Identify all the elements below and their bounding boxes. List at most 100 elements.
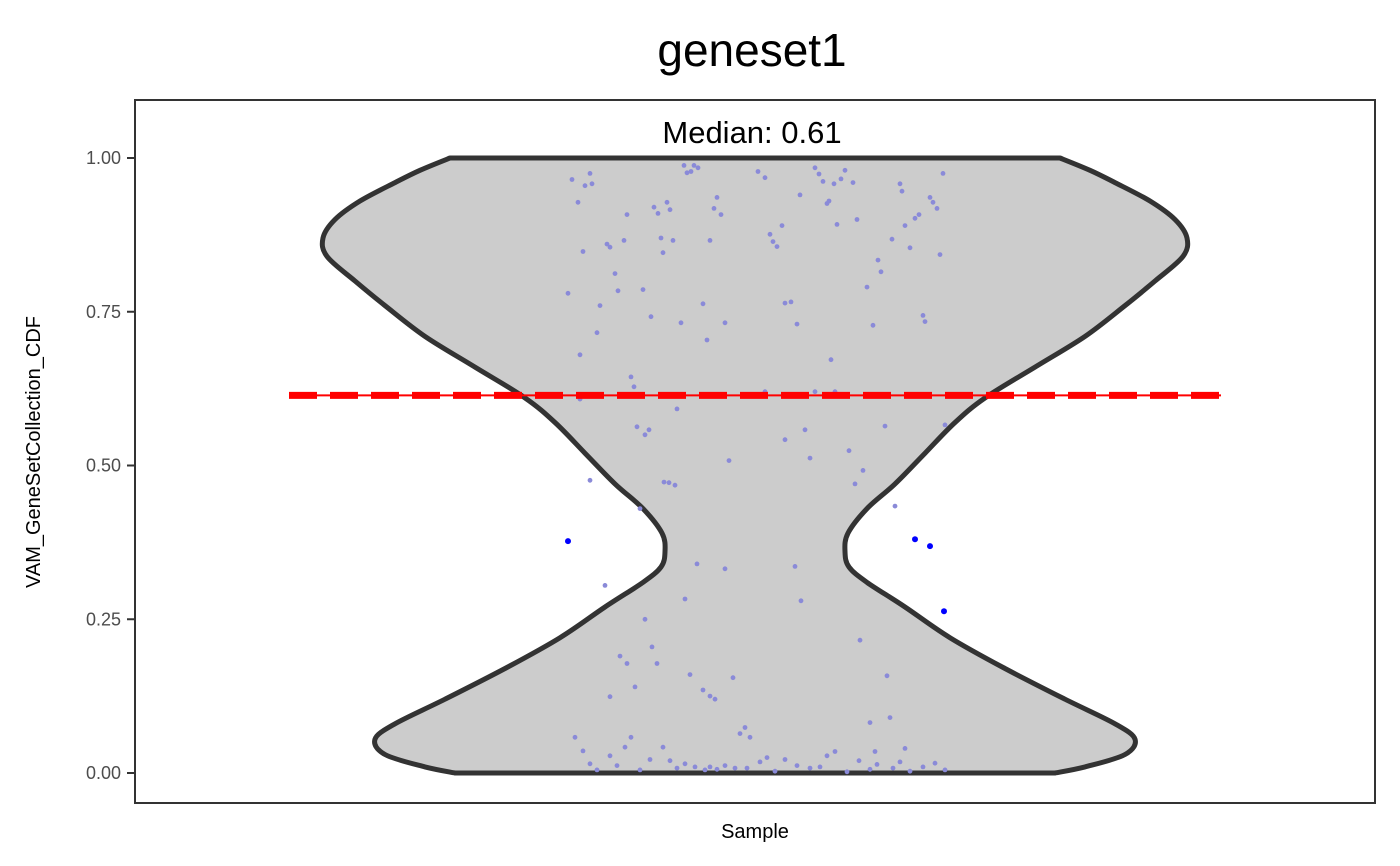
data-point — [664, 199, 670, 205]
data-point — [878, 269, 884, 275]
data-point — [850, 180, 856, 186]
data-point — [807, 455, 813, 461]
violin-body — [319, 155, 1191, 776]
y-tick-label: 1.00 — [86, 148, 121, 168]
data-point — [820, 179, 826, 184]
data-point — [687, 672, 693, 677]
data-point — [916, 212, 922, 218]
data-point — [770, 239, 776, 245]
data-point — [621, 238, 627, 243]
data-point — [575, 199, 581, 205]
data-point — [640, 287, 646, 292]
data-point — [797, 192, 803, 198]
y-tick-label: 0.00 — [86, 763, 121, 783]
data-point — [702, 767, 708, 773]
data-point — [711, 206, 717, 211]
data-point — [860, 468, 866, 473]
data-point — [779, 223, 785, 229]
data-point — [572, 734, 578, 740]
y-axis-title: VAM_GeneSetCollection_CDF — [23, 316, 45, 588]
data-point — [920, 313, 926, 318]
data-point — [602, 583, 608, 588]
data-point — [864, 284, 870, 290]
data-point — [694, 561, 700, 567]
data-point — [788, 299, 794, 305]
data-point — [870, 322, 876, 328]
data-point — [816, 171, 822, 177]
data-point — [722, 320, 728, 326]
data-point — [632, 684, 638, 690]
data-point — [607, 753, 613, 759]
data-point — [649, 644, 655, 650]
data-point — [628, 734, 634, 740]
data-point — [920, 764, 926, 770]
outlier-point — [565, 538, 571, 545]
data-point — [707, 238, 713, 243]
data-point — [622, 744, 628, 750]
data-point — [934, 206, 940, 211]
data-point — [832, 749, 838, 754]
data-point — [732, 765, 738, 771]
jitter-points — [565, 163, 948, 775]
data-point — [580, 748, 586, 754]
data-point — [648, 314, 654, 320]
data-point — [647, 757, 653, 762]
data-point — [842, 167, 848, 173]
y-tick-label: 0.25 — [86, 609, 121, 629]
data-point — [867, 720, 873, 725]
data-point — [807, 765, 813, 771]
data-point — [714, 195, 720, 200]
data-point — [846, 448, 852, 454]
data-point — [782, 437, 788, 443]
data-point — [872, 749, 878, 754]
data-point — [667, 207, 673, 213]
data-point — [646, 427, 652, 433]
data-point — [932, 760, 938, 766]
data-point — [607, 694, 613, 700]
data-point — [587, 171, 593, 176]
data-point — [577, 352, 583, 358]
data-point — [607, 244, 613, 250]
data-point — [700, 301, 706, 307]
data-point — [762, 175, 768, 181]
data-point — [692, 764, 698, 770]
data-point — [730, 675, 736, 681]
data-point — [695, 165, 701, 171]
data-point — [826, 198, 832, 204]
data-point — [942, 422, 948, 428]
data-point — [580, 249, 586, 254]
data-point — [884, 673, 890, 679]
data-point — [628, 374, 634, 380]
data-point — [852, 481, 858, 487]
data-point — [940, 171, 946, 176]
data-point — [678, 320, 684, 326]
data-point — [569, 177, 575, 182]
data-point — [902, 746, 908, 751]
data-point — [565, 290, 571, 296]
data-point — [704, 337, 710, 343]
data-point — [651, 204, 657, 210]
outlier-points — [565, 536, 947, 615]
data-point — [707, 764, 713, 770]
data-point — [597, 303, 603, 308]
data-point — [712, 696, 718, 702]
data-point — [782, 300, 788, 306]
data-point — [700, 687, 706, 693]
data-point — [631, 384, 637, 390]
data-point — [942, 767, 948, 773]
data-point — [782, 757, 788, 762]
chart-title: geneset1 — [657, 24, 846, 76]
data-point — [812, 389, 818, 395]
data-point — [722, 566, 728, 572]
data-point — [660, 250, 666, 256]
data-point — [802, 427, 808, 433]
data-point — [774, 244, 780, 250]
data-point — [661, 479, 667, 485]
data-point — [887, 715, 893, 720]
data-point — [792, 564, 798, 569]
median-label: Median: 0.61 — [662, 115, 841, 150]
data-point — [902, 223, 908, 229]
data-point — [615, 288, 621, 294]
data-point — [624, 661, 630, 666]
data-point — [612, 271, 618, 276]
